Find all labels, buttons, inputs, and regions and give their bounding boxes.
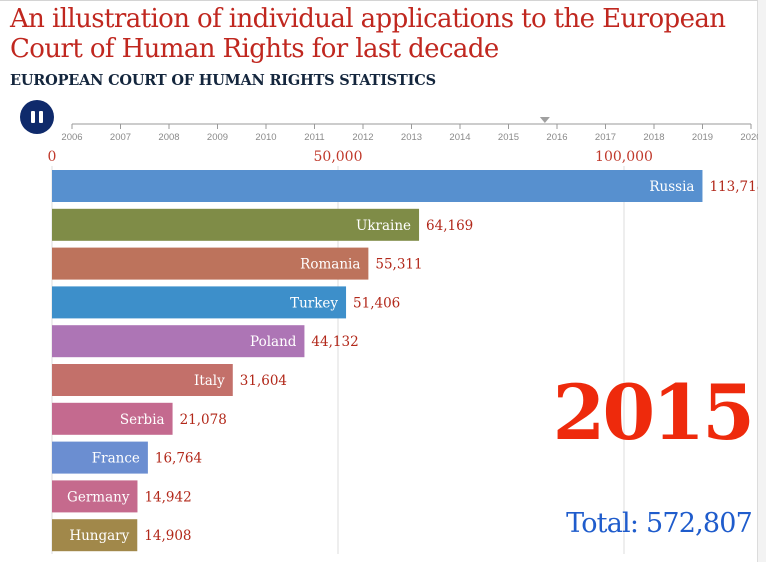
timeline-year-label[interactable]: 2009 [207,132,228,143]
bar-category-label: France [92,451,140,467]
bar-value-label: 44,132 [311,334,358,350]
timeline-year-label[interactable]: 2016 [546,132,567,143]
x-tick-label: 50,000 [314,149,363,165]
bar-value-label: 55,311 [375,257,422,273]
timeline-year-label[interactable]: 2007 [110,132,131,143]
bar [52,402,173,435]
bar [52,247,369,280]
bar [52,441,148,474]
page-subtitle: EUROPEAN COURT OF HUMAN RIGHTS STATISTIC… [10,72,436,89]
bar [52,208,420,241]
page-title: An illustration of individual applicatio… [10,4,726,64]
bar [52,364,233,396]
bar [52,480,138,513]
bar-category-label: Russia [649,179,694,195]
timeline-year-label[interactable]: 2015 [498,132,519,143]
timeline-year-label[interactable]: 2014 [449,132,470,143]
bar-category-label: Poland [250,334,297,350]
bar-category-label: Germany [67,489,130,505]
timeline-year-label[interactable]: 2010 [255,132,276,143]
bar-category-label: Italy [194,373,225,389]
scrollbar-track[interactable] [758,0,766,562]
timeline-year-label[interactable]: 2008 [158,132,179,143]
pause-icon-right-bar [39,111,43,123]
timeline-year-label[interactable]: 2011 [304,132,324,143]
bar-value-label: 21,078 [180,412,227,428]
timeline-year-label[interactable]: 2012 [352,132,373,143]
timeline-year-label[interactable]: 2013 [401,132,422,143]
x-tick-label: 100,000 [595,149,653,165]
total-label: Total: 572,807 [566,508,753,539]
bar [52,170,703,202]
bar-category-label: Hungary [69,528,129,544]
pause-button[interactable] [20,100,54,134]
bar-value-label: 51,406 [353,295,400,311]
timeline-year-label[interactable]: 2019 [692,132,713,143]
bar [52,286,347,319]
bar [52,325,305,358]
timeline-year-label[interactable]: 2017 [595,132,616,143]
current-year-label: 2015 [552,368,755,457]
bar-value-label: 113,718 [709,179,758,195]
pause-icon [31,111,35,123]
timeline-year-label[interactable]: 2018 [643,132,664,143]
bar-value-label: 14,942 [144,489,191,505]
bar-value-label: 31,604 [240,373,287,389]
bar [52,519,138,552]
bar-value-label: 64,169 [426,218,473,234]
x-tick-label: 0 [48,149,57,165]
bar-category-label: Serbia [120,412,165,428]
bar-category-label: Ukraine [356,218,411,234]
bar-value-label: 16,764 [155,451,202,467]
bar-value-label: 14,908 [144,528,191,544]
timeline-handle[interactable] [539,117,550,123]
timeline-year-label[interactable]: 2006 [61,132,82,143]
bar-category-label: Turkey [290,295,338,311]
bar-category-label: Romania [300,257,360,273]
